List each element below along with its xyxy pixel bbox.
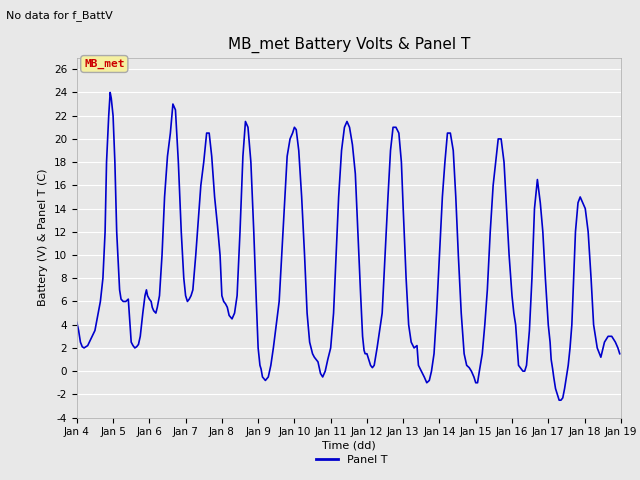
X-axis label: Time (dd): Time (dd) bbox=[322, 440, 376, 450]
Title: MB_met Battery Volts & Panel T: MB_met Battery Volts & Panel T bbox=[228, 37, 470, 53]
Text: No data for f_BattV: No data for f_BattV bbox=[6, 10, 113, 21]
Legend: Panel T: Panel T bbox=[312, 451, 392, 469]
Text: MB_met: MB_met bbox=[84, 59, 125, 69]
Y-axis label: Battery (V) & Panel T (C): Battery (V) & Panel T (C) bbox=[38, 169, 48, 306]
